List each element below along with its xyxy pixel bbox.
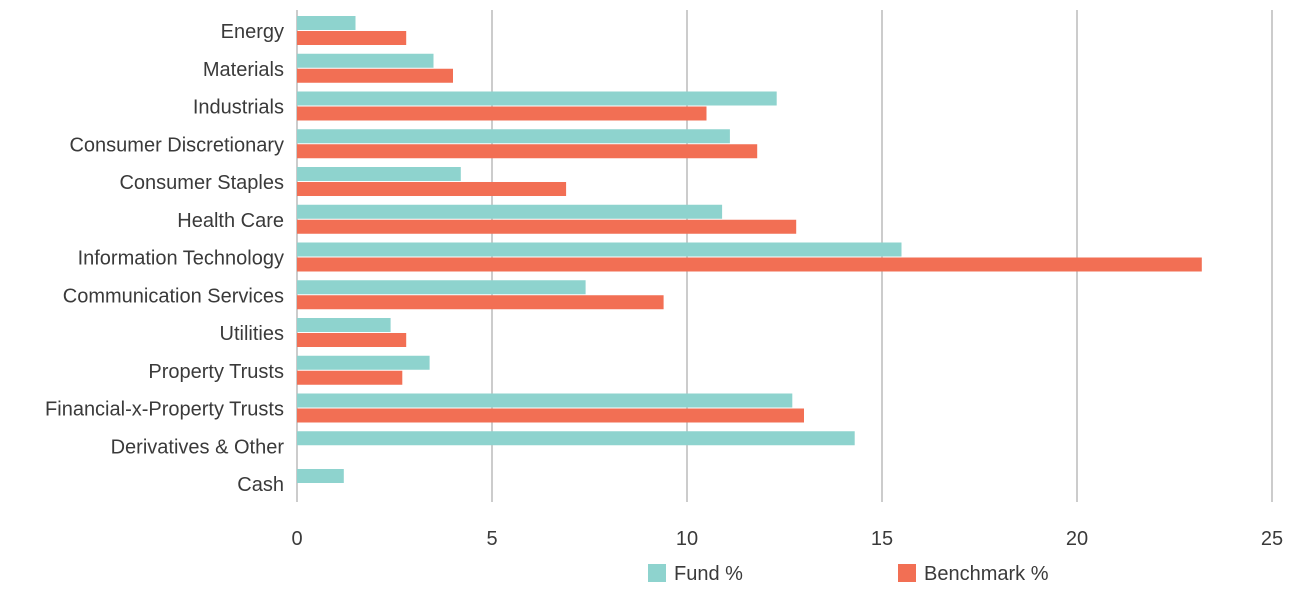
category-label: Materials	[203, 59, 284, 81]
bar-fund-3	[297, 129, 730, 143]
legend: Fund % Benchmark %	[648, 563, 1049, 585]
category-label: Property Trusts	[148, 361, 284, 383]
category-label: Communication Services	[63, 285, 284, 307]
category-label: Cash	[237, 474, 284, 496]
bar-fund-4	[297, 167, 461, 181]
x-tick-label: 0	[291, 528, 302, 550]
x-tick-label: 15	[871, 528, 893, 550]
bar-benchmark-9	[297, 371, 402, 385]
bar-benchmark-8	[297, 333, 406, 347]
x-tick-label: 10	[676, 528, 698, 550]
legend-swatch-benchmark	[898, 564, 916, 582]
category-label: Derivatives & Other	[111, 436, 285, 458]
x-axis-tick-labels: 0 5 10 15 20 25	[291, 528, 1283, 550]
category-label: Consumer Staples	[119, 172, 284, 194]
category-label: Health Care	[177, 210, 284, 232]
bar-fund-10	[297, 394, 792, 408]
bar-benchmark-7	[297, 295, 664, 309]
bar-fund-11	[297, 431, 855, 445]
category-label: Industrials	[193, 97, 284, 119]
legend-label-benchmark: Benchmark %	[924, 563, 1049, 585]
bar-fund-8	[297, 318, 391, 332]
bars	[297, 16, 1202, 483]
category-label: Information Technology	[78, 248, 284, 270]
bar-benchmark-5	[297, 220, 796, 234]
bar-fund-1	[297, 54, 434, 68]
bar-benchmark-2	[297, 107, 707, 121]
bar-benchmark-6	[297, 258, 1202, 272]
bar-benchmark-1	[297, 69, 453, 83]
category-label: Consumer Discretionary	[69, 134, 284, 156]
bar-fund-2	[297, 92, 777, 106]
x-tick-label: 20	[1066, 528, 1088, 550]
bar-fund-5	[297, 205, 722, 219]
category-label: Energy	[221, 21, 284, 43]
bar-fund-0	[297, 16, 356, 30]
bar-fund-7	[297, 280, 586, 294]
x-tick-label: 25	[1261, 528, 1283, 550]
bar-benchmark-10	[297, 409, 804, 423]
bar-benchmark-4	[297, 182, 566, 196]
bar-benchmark-3	[297, 144, 757, 158]
bar-fund-6	[297, 243, 902, 257]
bar-benchmark-0	[297, 31, 406, 45]
legend-label-fund: Fund %	[674, 563, 743, 585]
category-label: Financial-x-Property Trusts	[45, 399, 284, 421]
x-tick-label: 5	[486, 528, 497, 550]
bar-fund-12	[297, 469, 344, 483]
legend-swatch-fund	[648, 564, 666, 582]
bar-fund-9	[297, 356, 430, 370]
category-labels: Energy Materials Industrials Consumer Discr…	[45, 21, 284, 496]
category-label: Utilities	[220, 323, 284, 345]
